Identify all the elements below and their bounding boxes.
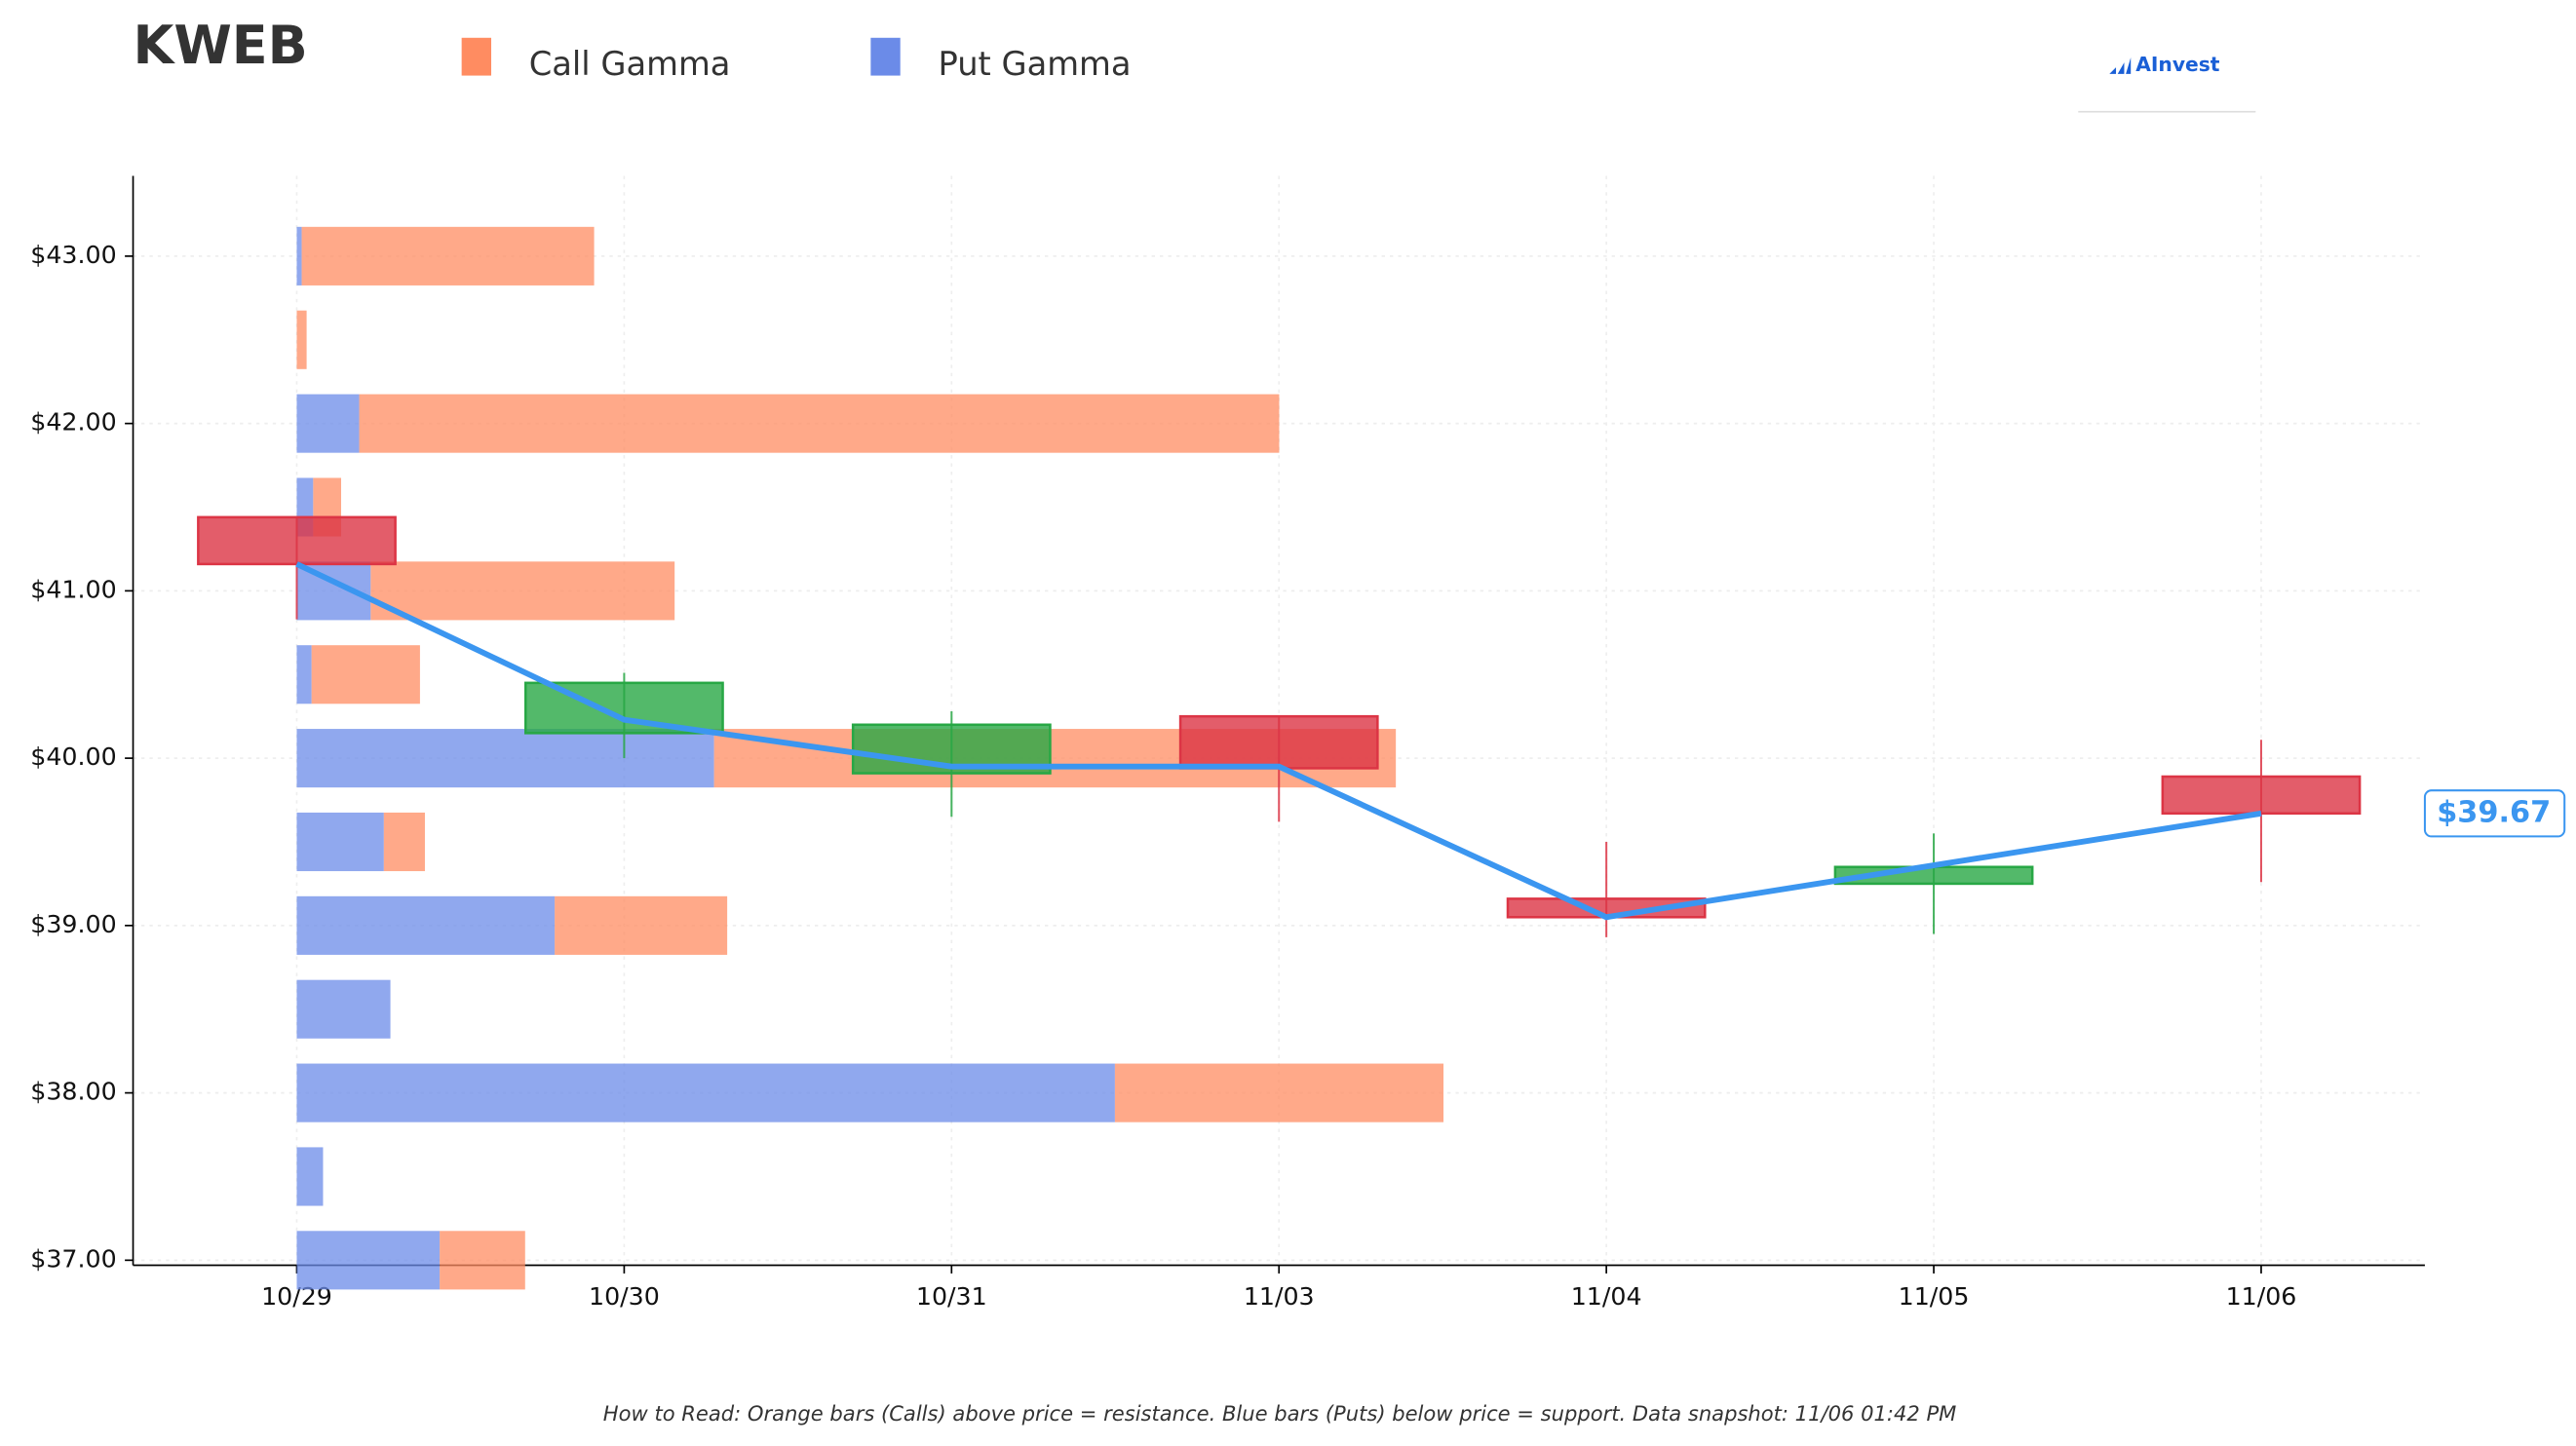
logo-icon [2109, 57, 2132, 74]
candle-body [197, 515, 397, 566]
y-tick-label: $40.00 [30, 742, 116, 771]
gamma-bar [296, 1231, 441, 1290]
y-tick-label: $38.00 [30, 1078, 116, 1106]
gamma-bar [296, 1063, 1115, 1123]
gamma-bar [296, 310, 307, 369]
gamma-bar [440, 1231, 525, 1290]
gamma-bar [311, 645, 420, 704]
x-tick-label: 11/03 [1244, 1282, 1315, 1311]
gamma-bar [555, 895, 728, 955]
gamma-bar [359, 394, 1280, 453]
gamma-bar [296, 812, 384, 872]
gamma-bar [296, 895, 556, 955]
gamma-bar [1114, 1063, 1444, 1123]
gamma-bar [296, 394, 360, 453]
x-tick-label: 11/05 [1899, 1282, 1970, 1311]
last-price-box [2423, 789, 2566, 838]
x-tick-label: 11/04 [1571, 1282, 1642, 1311]
gamma-bar [383, 812, 425, 872]
legend-swatch [461, 37, 491, 76]
y-tick-label: $41.00 [30, 575, 116, 603]
gamma-bar [296, 645, 312, 704]
y-tick-label: $43.00 [30, 241, 116, 269]
gamma-bar [296, 729, 714, 788]
legend-label: Put Gamma [938, 45, 1131, 83]
legend-label: Call Gamma [529, 45, 731, 83]
x-tick-label: 10/30 [589, 1282, 660, 1311]
last-price-label: $39.67 [2437, 795, 2551, 829]
candle-body [1178, 714, 1379, 770]
x-tick-label: 10/31 [916, 1282, 987, 1311]
logo: AInvest [2135, 53, 2219, 76]
y-tick-label: $39.00 [30, 910, 116, 938]
gamma-bar [296, 1147, 324, 1206]
gamma-bar [370, 561, 675, 621]
x-tick-label: 11/06 [2226, 1282, 2297, 1311]
price-line [295, 561, 2262, 921]
footnote: How to Read: Orange bars (Calls) above p… [603, 1401, 1957, 1426]
legend-swatch [870, 37, 901, 76]
chart-title: KWEB [134, 15, 308, 76]
gamma-bar [301, 226, 595, 285]
candle-body [2161, 775, 2362, 816]
y-tick-label: $42.00 [30, 408, 116, 437]
candle-body [524, 681, 724, 735]
gamma-bar [296, 979, 391, 1039]
gamma-bar [296, 226, 302, 285]
y-tick-label: $37.00 [30, 1244, 116, 1273]
